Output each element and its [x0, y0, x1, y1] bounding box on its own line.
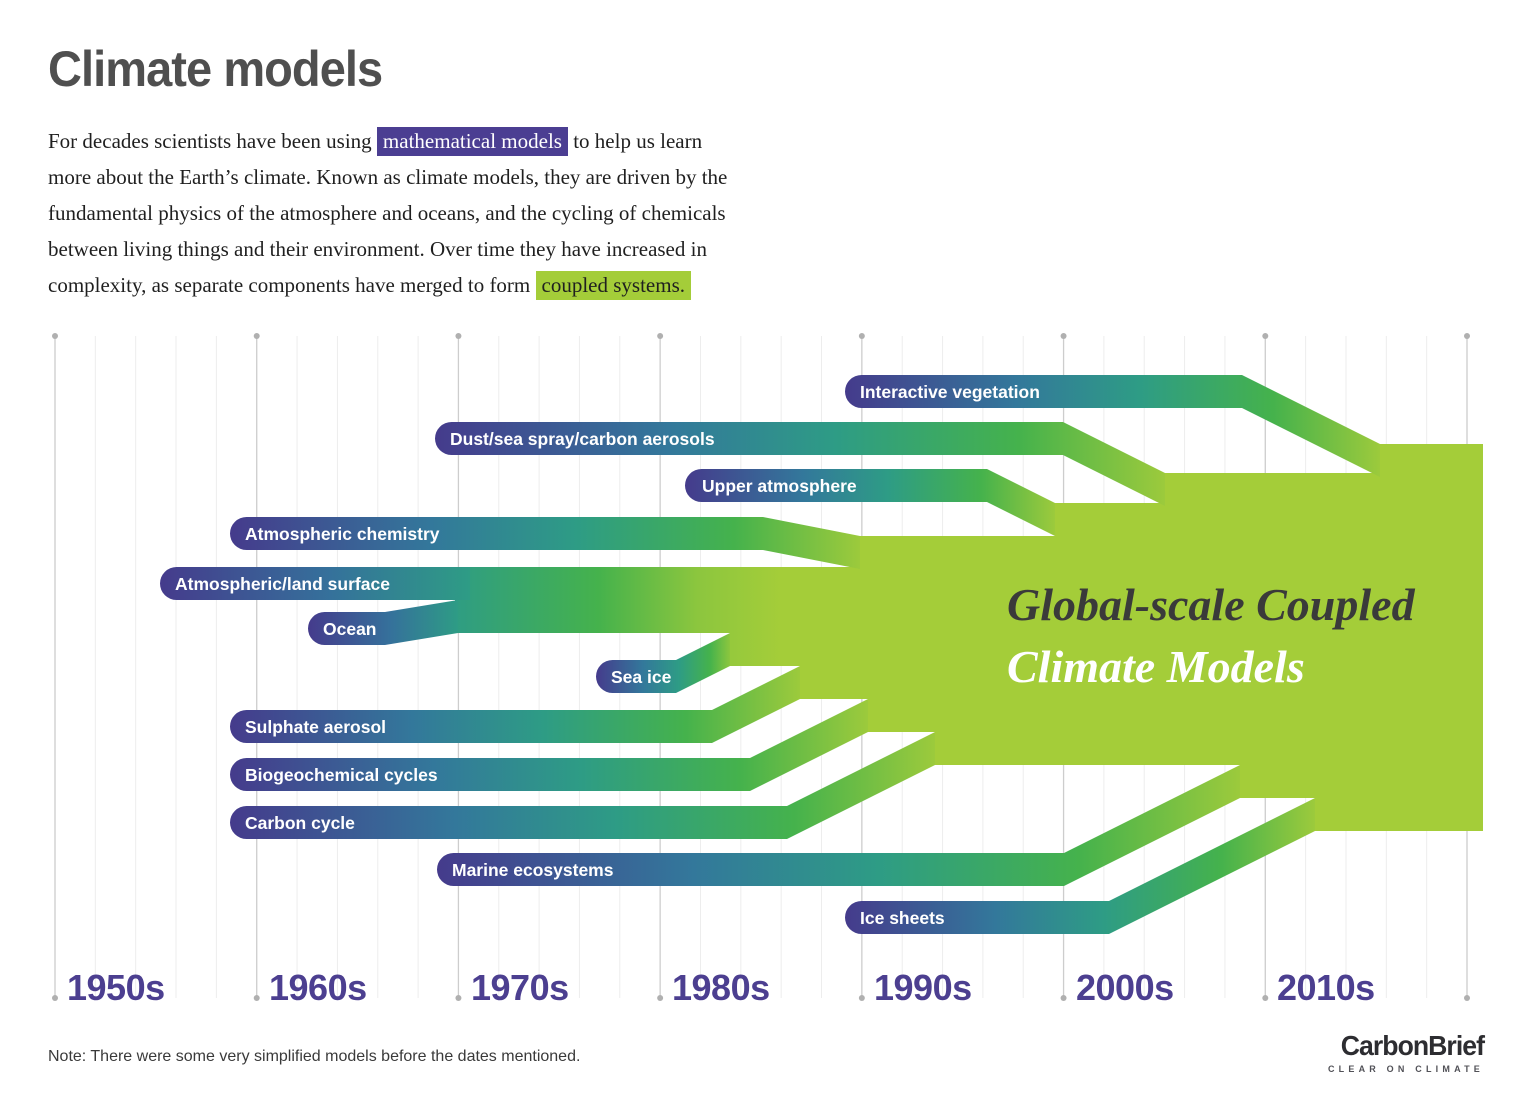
page-title: Climate models [48, 41, 383, 97]
highlight-mathematical-models: mathematical models [376, 127, 568, 156]
band-label-dust-sea-spray-carbon-aerosols: Dust/sea spray/carbon aerosols [450, 429, 715, 449]
band-ribbon-sea-ice [596, 633, 730, 693]
band-label-biogeochemical-cycles: Biogeochemical cycles [245, 765, 438, 785]
band-ribbon-atmospheric-land-surface [160, 567, 470, 600]
band-ribbon-sulphate-aerosol [230, 666, 800, 743]
band-label-interactive-vegetation: Interactive vegetation [860, 382, 1040, 402]
grid-dot-bottom [455, 995, 462, 1001]
grid-dot-bottom [1060, 995, 1067, 1001]
decade-label-2010s: 2010s [1277, 967, 1375, 1008]
grid-dot-bottom [52, 995, 58, 1001]
intro-line: more about the Earth’s climate. Known as… [48, 159, 727, 195]
band-label-atmospheric-land-surface: Atmospheric/land surface [175, 574, 390, 594]
grid-dot-top [253, 333, 260, 339]
grid-dot-bottom [858, 995, 865, 1001]
band-ribbon-ocean [308, 600, 458, 645]
decade-label-1970s: 1970s [471, 967, 569, 1008]
intro-text: complexity, as separate components have … [48, 273, 536, 297]
intro-paragraph: For decades scientists have been using m… [48, 123, 727, 303]
band-labels: Interactive vegetation Dust/sea spray/ca… [175, 382, 1040, 928]
band-label-marine-ecosystems: Marine ecosystems [452, 860, 614, 880]
band-label-upper-atmosphere: Upper atmosphere [702, 476, 857, 496]
grid-dot-top [858, 333, 865, 339]
coupled-block-title-line1: Global-scale Coupled [1007, 579, 1416, 630]
carbonbrief-logo: CarbonBrief CLEAR ON CLIMATE [1327, 1030, 1485, 1074]
intro-line: complexity, as separate components have … [48, 267, 727, 303]
intro-text: For decades scientists have been using [48, 129, 377, 153]
coupled-block-title-line2: Climate Models [1007, 641, 1305, 692]
intro-line: fundamental physics of the atmosphere an… [48, 195, 727, 231]
intro-text: to help us learn [567, 129, 703, 153]
band-ribbon-interactive-vegetation [845, 375, 1380, 477]
band-label-sulphate-aerosol: Sulphate aerosol [245, 717, 386, 737]
band-label-ice-sheets: Ice sheets [860, 908, 945, 928]
band-label-sea-ice: Sea ice [611, 667, 672, 687]
decade-label-1950s: 1950s [67, 967, 165, 1008]
band-ribbon-upper-atmosphere [685, 469, 1055, 536]
decade-label-1960s: 1960s [269, 967, 367, 1008]
band-ribbon-marine-ecosystems [437, 765, 1241, 886]
band-ribbon-atmospheric-chemistry [230, 517, 860, 569]
grid-dot-top [1463, 333, 1470, 339]
decade-label-1990s: 1990s [874, 967, 972, 1008]
band-ribbon-dust-sea-spray-carbon-aerosols [435, 422, 1166, 506]
coupled-block [455, 444, 1483, 831]
coupled-block-title: Global-scale Coupled Climate Models [1007, 579, 1416, 692]
carbonbrief-wordmark: CarbonBrief [1340, 1030, 1485, 1061]
carbonbrief-tagline: CLEAR ON CLIMATE [1327, 1064, 1484, 1074]
footnote: Note: There were some very simplified mo… [48, 1048, 581, 1065]
highlight-coupled-systems: coupled systems. [535, 271, 691, 300]
intro-text: more about the Earth’s climate. Known as… [48, 165, 728, 189]
grid-dot-top [657, 333, 664, 339]
decade-label-1980s: 1980s [672, 967, 770, 1008]
intro-line: For decades scientists have been using m… [48, 123, 727, 159]
grid-dot-top [1262, 333, 1269, 339]
grid-dot-top [52, 333, 58, 339]
band-ribbons [160, 375, 1380, 935]
intro-text: fundamental physics of the atmosphere an… [48, 201, 726, 225]
band-ribbon-biogeochemical-cycles [230, 699, 868, 791]
decade-axis: 1950s 1960s 1970s 1980s 1990s 2000s 2010… [67, 967, 1375, 1008]
band-ribbon-ice-sheets [845, 798, 1315, 935]
intro-text: between living things and their environm… [48, 237, 707, 261]
grid-dot-top [455, 333, 462, 339]
decade-label-2000s: 2000s [1076, 967, 1174, 1008]
grid-dot-bottom [1463, 995, 1470, 1001]
grid-dot-bottom [253, 995, 260, 1001]
band-label-ocean: Ocean [323, 619, 377, 639]
grid-dot-bottom [1262, 995, 1269, 1001]
grid-dot-bottom [657, 995, 664, 1001]
band-ribbon-carbon-cycle [230, 732, 935, 839]
band-label-carbon-cycle: Carbon cycle [245, 813, 355, 833]
intro-line: between living things and their environm… [48, 231, 727, 267]
band-label-atmospheric-chemistry: Atmospheric chemistry [245, 524, 440, 544]
grid-dot-top [1060, 333, 1067, 339]
